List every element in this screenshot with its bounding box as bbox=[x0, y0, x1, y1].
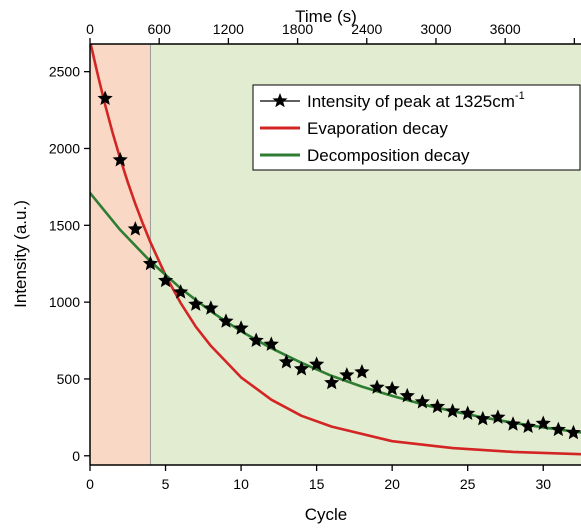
legend-label-decomposition: Decomposition decay bbox=[307, 146, 470, 165]
data-point-star bbox=[278, 354, 295, 369]
top-axis-title: Time (s) bbox=[295, 7, 357, 26]
data-point-star bbox=[414, 394, 430, 409]
x-tick-label: 20 bbox=[384, 476, 400, 492]
data-point-star bbox=[157, 272, 174, 288]
data-point-star bbox=[505, 416, 521, 431]
top-tick-label: 0 bbox=[86, 21, 94, 37]
data-point-star bbox=[565, 424, 581, 440]
axis-ticks: 0 5 10 15 20 25 30 0 500 1000 1500 2000 2500 0 600 1200… bbox=[49, 21, 576, 492]
data-point-star bbox=[354, 364, 370, 379]
data-point-star bbox=[384, 380, 400, 396]
data-point-star bbox=[324, 374, 340, 390]
data-point-star bbox=[263, 336, 279, 351]
data-point-star bbox=[444, 403, 461, 418]
top-tick-label: 2400 bbox=[351, 21, 382, 37]
top-tick-label: 600 bbox=[148, 21, 172, 37]
data-point-star bbox=[293, 360, 310, 376]
data-point-star bbox=[203, 300, 219, 315]
data-point-star bbox=[112, 152, 128, 167]
x-tick-label: 30 bbox=[535, 476, 551, 492]
legend-label-evaporation: Evaporation decay bbox=[307, 119, 448, 138]
series-line-1 bbox=[90, 44, 581, 456]
y-tick-label: 2000 bbox=[49, 140, 80, 156]
data-point-star bbox=[550, 421, 566, 437]
data-point-star bbox=[399, 387, 415, 403]
data-point-star bbox=[97, 90, 113, 106]
x-tick-label: 25 bbox=[460, 476, 476, 492]
data-point-star bbox=[309, 356, 325, 371]
data-point-star bbox=[535, 415, 551, 430]
y-tick-label: 2500 bbox=[49, 64, 80, 80]
data-point-star bbox=[369, 379, 385, 394]
legend-box bbox=[252, 84, 581, 171]
top-tick-label: 1800 bbox=[282, 21, 313, 37]
data-point-star bbox=[490, 409, 506, 424]
data-point-star bbox=[339, 367, 355, 382]
y-axis-title: Intensity (a.u.) bbox=[11, 200, 30, 308]
x-axis-title: Cycle bbox=[305, 505, 348, 524]
x-tick-label: 5 bbox=[162, 476, 170, 492]
top-tick-label: 3600 bbox=[490, 21, 521, 37]
data-point-star bbox=[173, 284, 189, 299]
data-point-star bbox=[142, 255, 159, 271]
data-point-star bbox=[520, 418, 536, 434]
y-tick-label: 1000 bbox=[49, 294, 80, 310]
x-tick-label: 0 bbox=[86, 476, 94, 492]
data-point-star bbox=[188, 296, 204, 311]
y-tick-label: 0 bbox=[72, 448, 80, 464]
top-tick-label: 3000 bbox=[420, 21, 451, 37]
data-point-star bbox=[248, 332, 264, 348]
x-tick-label: 10 bbox=[233, 476, 249, 492]
data-point-star bbox=[218, 313, 234, 328]
legend-label-intensity: Intensity of peak at 1325cm-1 bbox=[307, 90, 525, 111]
region-evaporation bbox=[90, 44, 151, 465]
legend-star-icon bbox=[272, 93, 288, 108]
data-point-star bbox=[233, 320, 249, 335]
data-point-star bbox=[429, 398, 446, 414]
data-point-star bbox=[127, 221, 143, 236]
y-tick-label: 500 bbox=[57, 371, 81, 387]
y-tick-label: 1500 bbox=[49, 217, 80, 233]
data-point-star bbox=[460, 405, 476, 420]
data-points bbox=[97, 90, 581, 440]
top-tick-label: 1200 bbox=[213, 21, 244, 37]
data-point-star bbox=[475, 410, 491, 426]
x-tick-label: 15 bbox=[309, 476, 325, 492]
legend: Intensity of peak at 1325cm-1 Evaporatio… bbox=[252, 84, 581, 171]
